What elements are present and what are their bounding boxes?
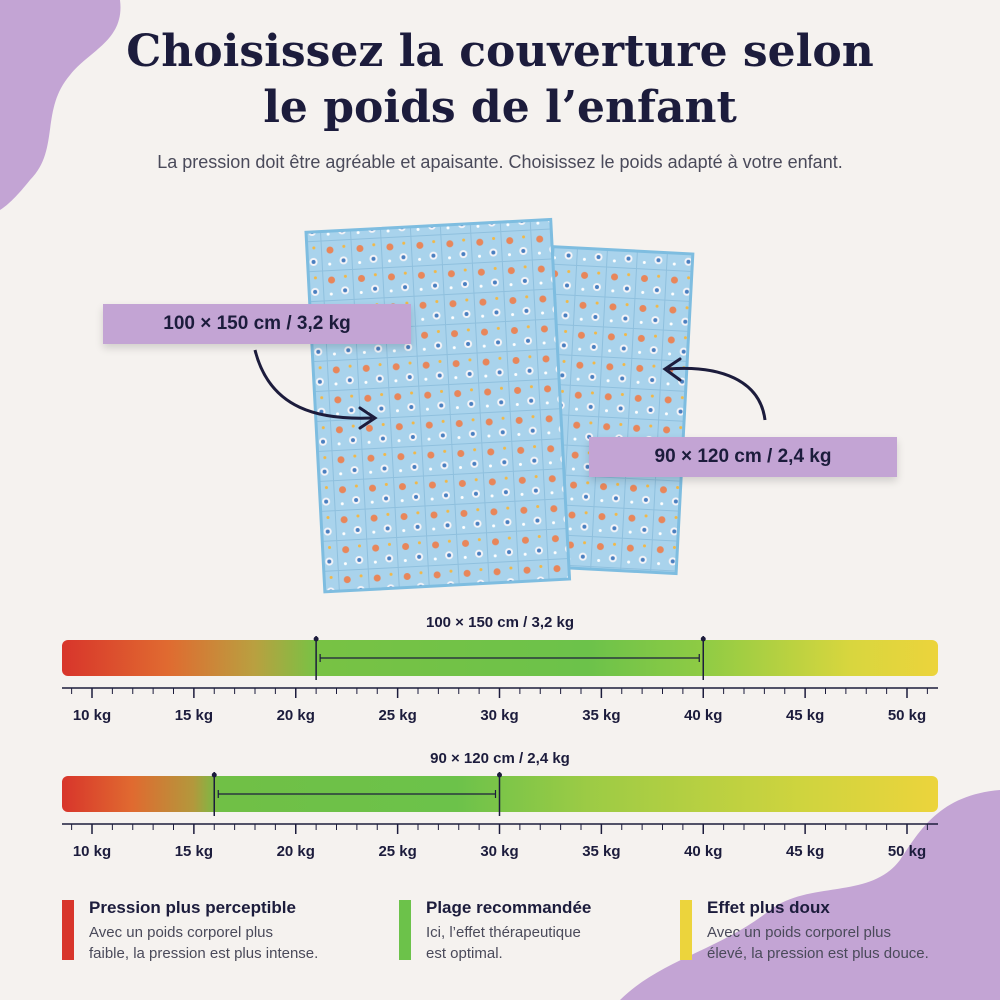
tick-label: 20 kg: [276, 843, 315, 860]
tick-label: 35 kg: [582, 707, 621, 724]
page-subtitle: La pression doit être agréable et apaisa…: [157, 152, 843, 172]
range-marker-dot: [313, 636, 319, 642]
tick-label: 30 kg: [480, 843, 519, 860]
tick-label: 15 kg: [174, 843, 214, 860]
range-chart-title-small: 90 × 120 cm / 2,4 kg: [430, 750, 570, 767]
tick-label: 25 kg: [378, 707, 417, 724]
legend-swatch-yellow: [680, 900, 692, 960]
tick-label: 30 kg: [480, 707, 519, 724]
arrow-large-blanket: [253, 349, 373, 420]
legend-desc-line: Avec un poids corporel plus: [707, 924, 891, 941]
legend-desc-line: Avec un poids corporel plus: [89, 924, 273, 941]
legend-title: Effet plus doux: [707, 898, 830, 917]
tick-label: 15 kg: [174, 707, 214, 724]
range-chart-title-large: 100 × 150 cm / 3,2 kg: [425, 614, 575, 631]
legend-desc-line: faible, la pression est plus intense.: [89, 945, 319, 962]
legend-swatch-green: [399, 900, 411, 960]
tick-label: 25 kg: [378, 843, 417, 860]
tick-label: 10 kg: [72, 843, 112, 860]
page-title-line1: Choisissez la couverture selon: [126, 26, 874, 77]
legend-description: Avec un poids corporel plus faible, la p…: [89, 922, 318, 964]
legend-description: Avec un poids corporel plus élevé, la pr…: [707, 922, 929, 964]
decorative-blob-top-left: [0, 0, 121, 210]
range-marker-dot: [211, 772, 217, 778]
legend-title: Plage recommandée: [426, 898, 592, 917]
tick-label: 50 kg: [887, 843, 927, 860]
page-title-line2: le poids de l’enfant: [263, 82, 737, 133]
range-marker-dot: [700, 636, 706, 642]
legend-desc-line: élevé, la pression est plus douce.: [707, 945, 929, 962]
tick-label: 20 kg: [276, 707, 315, 724]
label-small-blanket: 90 × 120 cm / 2,4 kg: [589, 437, 897, 477]
tick-label: 45 kg: [785, 707, 825, 724]
page-title: Choisissez la couverture selon le poids …: [0, 24, 1000, 136]
tick-label: 35 kg: [582, 843, 621, 860]
label-large-blanket: 100 × 150 cm / 3,2 kg: [103, 304, 411, 344]
tick-label: 50 kg: [887, 707, 927, 724]
legend-title: Pression plus perceptible: [89, 898, 296, 917]
range-marker-dot: [497, 772, 502, 778]
tick-label: 10 kg: [72, 707, 112, 724]
legend-desc-line: Ici, l’effet thérapeutique: [426, 924, 581, 941]
legend-desc-line: est optimal.: [426, 945, 503, 962]
legend-description: Ici, l’effet thérapeutique est optimal.: [426, 922, 581, 964]
tick-label: 40 kg: [684, 707, 723, 724]
legend-swatch-red: [62, 900, 74, 960]
decorative-blob-bottom-right: [620, 790, 1000, 1000]
arrow-small-blanket: [667, 366, 767, 421]
tick-label: 45 kg: [785, 843, 825, 860]
tick-label: 40 kg: [684, 843, 723, 860]
